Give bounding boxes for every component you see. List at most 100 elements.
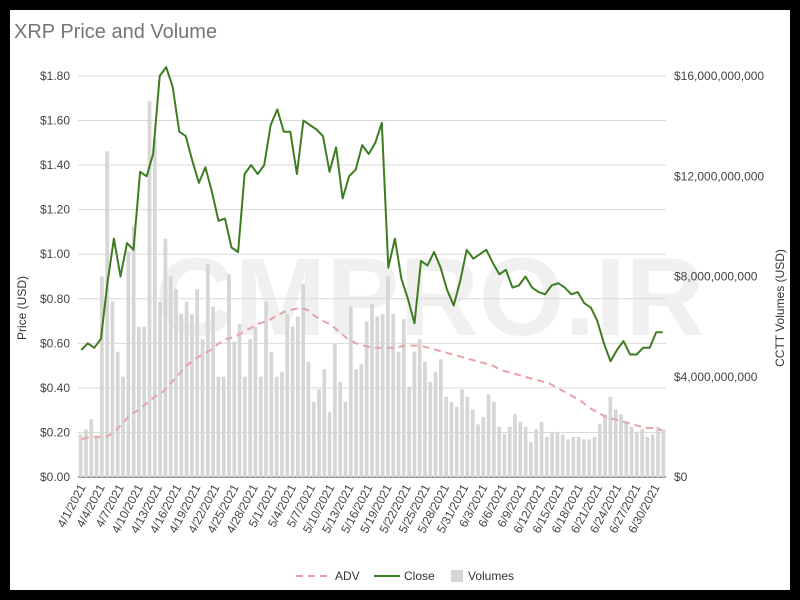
volume-bar bbox=[635, 431, 639, 477]
volume-bar bbox=[582, 439, 586, 477]
volume-bar bbox=[126, 251, 131, 477]
left-axis-title: Price (USD) bbox=[15, 276, 29, 340]
right-axis-ticks: $0 $4,000,000,000 $8,000,000,000 $12,000,00… bbox=[674, 69, 764, 484]
chart-frame: XRP Price and Volume CMPRO.IR $0.00 $0.20… bbox=[10, 10, 790, 590]
volume-bar bbox=[497, 426, 501, 477]
volume-bar bbox=[322, 369, 327, 477]
volume-bar bbox=[269, 351, 274, 477]
volume-bar bbox=[174, 289, 178, 477]
volume-bar bbox=[502, 434, 507, 477]
volume-bar bbox=[110, 301, 115, 477]
volume-bar bbox=[211, 306, 215, 477]
volume-bar bbox=[99, 276, 104, 477]
right-tick-label: $8,000,000,000 bbox=[674, 270, 758, 284]
volume-bar bbox=[94, 436, 99, 477]
volume-bar bbox=[84, 429, 88, 477]
volume-bar bbox=[433, 371, 438, 477]
left-tick-label: $1.60 bbox=[40, 114, 70, 128]
volume-bar bbox=[550, 431, 554, 477]
left-tick-label: $0.20 bbox=[40, 425, 70, 439]
volume-bar bbox=[285, 314, 290, 477]
volume-bar bbox=[338, 381, 343, 477]
volume-bar bbox=[417, 339, 422, 477]
volume-bar bbox=[168, 276, 173, 477]
volume-bar bbox=[248, 339, 253, 477]
chart-title: XRP Price and Volume bbox=[14, 21, 217, 43]
volume-bar bbox=[486, 394, 491, 477]
volume-bar bbox=[195, 289, 200, 477]
volume-bar bbox=[190, 314, 194, 477]
legend-close-label: Close bbox=[404, 569, 435, 583]
volume-bar bbox=[306, 361, 311, 477]
volume-bar bbox=[163, 238, 168, 477]
volume-bar bbox=[105, 151, 109, 477]
volume-bar bbox=[333, 344, 337, 477]
volume-bar bbox=[449, 401, 454, 477]
volume-bar bbox=[274, 376, 279, 477]
volume-bar bbox=[587, 439, 592, 477]
volume-bar bbox=[555, 431, 560, 477]
volume-bar bbox=[179, 314, 184, 477]
volume-bar bbox=[608, 396, 613, 477]
volume-bar bbox=[640, 429, 645, 477]
volume-bar bbox=[264, 301, 268, 477]
right-tick-label: $4,000,000,000 bbox=[674, 370, 758, 384]
volume-bar bbox=[460, 389, 464, 477]
volume-bar bbox=[454, 406, 459, 477]
left-tick-label: $1.20 bbox=[40, 203, 70, 217]
volume-bar bbox=[661, 429, 666, 477]
volume-bar bbox=[258, 376, 263, 477]
volume-bar bbox=[513, 414, 517, 477]
volume-bar bbox=[280, 371, 284, 477]
volume-bar bbox=[121, 376, 125, 477]
volume-bar bbox=[152, 138, 157, 477]
volume-bar bbox=[444, 396, 449, 477]
volume-bar bbox=[184, 301, 189, 477]
volume-bar bbox=[481, 416, 486, 477]
volume-bar bbox=[645, 436, 650, 477]
volume-bar bbox=[476, 424, 480, 477]
legend: ADV Close Volumes bbox=[296, 569, 514, 583]
volume-bar bbox=[428, 381, 433, 477]
right-tick-label: $16,000,000,000 bbox=[674, 69, 764, 83]
volume-bar bbox=[603, 414, 607, 477]
volume-bar bbox=[380, 314, 385, 477]
volume-bar bbox=[401, 319, 406, 477]
volume-bar bbox=[423, 361, 427, 477]
xrp-chart: XRP Price and Volume CMPRO.IR $0.00 $0.20… bbox=[14, 21, 787, 583]
volume-bars bbox=[78, 101, 666, 477]
volume-bar bbox=[131, 226, 136, 477]
volume-bar bbox=[544, 436, 549, 477]
left-tick-label: $1.80 bbox=[40, 69, 70, 83]
left-tick-label: $1.40 bbox=[40, 158, 70, 172]
x-axis-ticks: 4/1/20214/4/20214/7/20214/10/20214/13/20… bbox=[54, 482, 662, 536]
volume-bar bbox=[343, 401, 348, 477]
price-lines bbox=[80, 66, 663, 441]
volume-bar bbox=[566, 439, 570, 477]
volume-bar bbox=[412, 351, 417, 477]
volume-bar bbox=[243, 376, 247, 477]
volume-bar bbox=[523, 426, 528, 477]
legend-volumes-swatch bbox=[451, 570, 463, 582]
watermark: CMPRO.IR bbox=[155, 236, 705, 359]
volume-bar bbox=[89, 419, 94, 477]
volume-bar bbox=[518, 421, 523, 477]
volume-bar bbox=[629, 426, 634, 477]
volume-bar bbox=[571, 436, 576, 477]
right-tick-label: $0 bbox=[674, 470, 688, 484]
volume-bar bbox=[237, 324, 242, 477]
left-tick-label: $0.80 bbox=[40, 292, 70, 306]
volume-bar bbox=[491, 401, 496, 477]
right-tick-label: $12,000,000,000 bbox=[674, 169, 764, 183]
volume-bar bbox=[354, 369, 358, 477]
volume-bar bbox=[656, 426, 660, 477]
volume-bar bbox=[407, 386, 411, 477]
volume-bar bbox=[227, 273, 231, 477]
volume-bar bbox=[465, 396, 470, 477]
volume-bar bbox=[311, 401, 316, 477]
volume-bar bbox=[364, 321, 369, 477]
volume-bar bbox=[78, 434, 83, 477]
volume-bar bbox=[317, 389, 321, 477]
volume-bar bbox=[370, 304, 374, 477]
left-tick-label: $0.40 bbox=[40, 381, 70, 395]
